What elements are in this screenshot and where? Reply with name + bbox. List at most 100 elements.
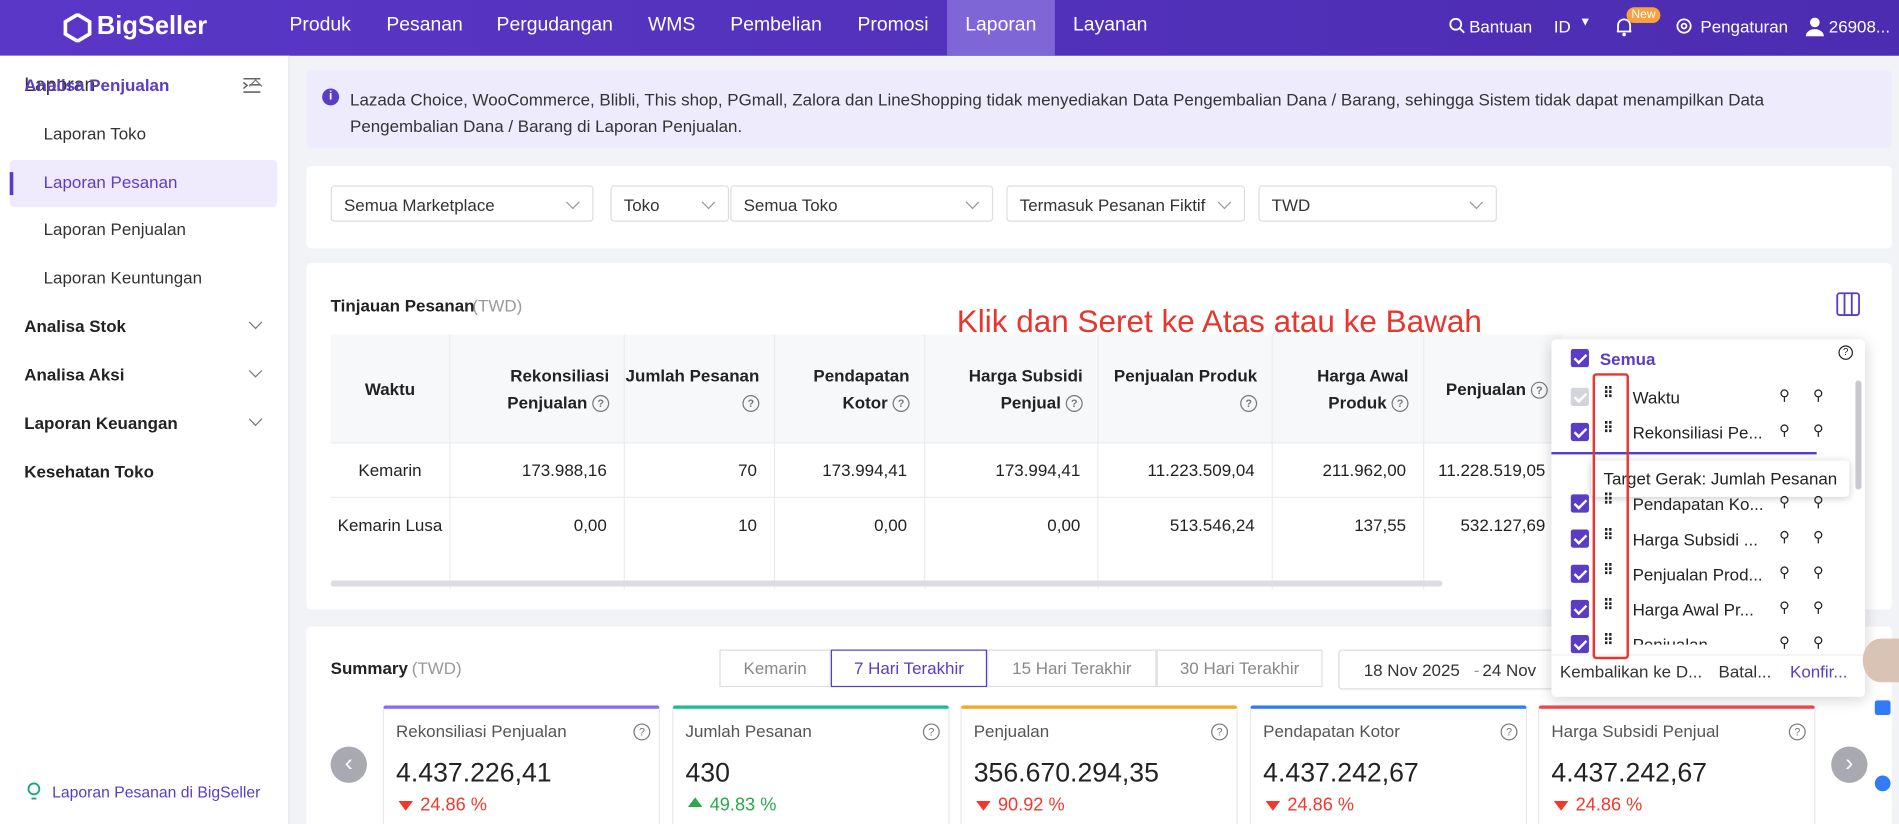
pin-icon[interactable]: ⚲ [1779,421,1790,439]
help-icon[interactable]: ? [892,394,910,412]
pin-icon[interactable]: ⚲ [1779,493,1790,511]
drag-handle[interactable]: ⁝⁝ [1603,488,1613,508]
menu-item[interactable]: Pembelian [730,14,822,36]
column-checkbox[interactable] [1570,564,1589,583]
table-cell: 0,00 [874,515,908,535]
help-icon[interactable]: ? [1065,394,1083,412]
filter-select[interactable]: Toko [610,185,730,222]
panel-scrollbar[interactable] [1855,380,1862,490]
unpin-icon[interactable]: ⚲ [1813,421,1824,439]
menu-item[interactable]: Pergudangan [496,14,613,36]
drag-handle[interactable]: ⁝⁝ [1603,593,1613,614]
column-checkbox[interactable] [1570,529,1589,548]
column-checkbox[interactable] [1570,387,1589,406]
drag-handle[interactable]: ⁝⁝ [1603,381,1613,402]
menu-group[interactable]: Analisa Stok [24,316,126,336]
help-icon[interactable]: ? [1391,394,1409,412]
menu-item[interactable]: Layanan [1073,14,1148,36]
menu-item[interactable]: Laporan [965,14,1037,36]
column-checkbox[interactable] [1570,422,1589,442]
panel-button[interactable]: Kembalikan ke D... [1559,661,1703,682]
unpin-icon[interactable]: ⚲ [1813,528,1824,546]
panel-button[interactable]: Konfir... [1790,661,1848,682]
prev-button[interactable]: ‹ [330,746,367,783]
menu-item[interactable]: WMS [647,14,696,36]
language-select[interactable]: ID [1553,16,1571,37]
menu-group[interactable]: Analisa Aksi [24,364,125,384]
drag-handle[interactable]: ⁝⁝ [1603,416,1613,437]
support-avatar[interactable] [1862,638,1899,683]
date-tab[interactable]: 30 Hari Terakhir [1156,649,1323,688]
menu-item[interactable]: Laporan Penjualan [43,219,186,240]
settings-icon [1676,18,1692,34]
pin-icon[interactable]: ⚲ [1779,563,1790,581]
table-header-bg [330,334,1563,443]
help-icon[interactable]: ? [742,394,760,412]
user-menu[interactable]: 26908... [1828,16,1891,37]
next-button[interactable]: › [1831,746,1868,783]
help-icon[interactable]: ? [592,394,610,412]
date-tab[interactable]: 7 Hari Terakhir [830,649,988,688]
pin-icon[interactable]: ⚲ [1779,598,1790,616]
metric-label: Harga Subsidi Penjual [1551,721,1720,741]
filter-select[interactable]: TWD [1258,185,1497,222]
help-icon[interactable]: ? [633,723,651,741]
date-tab[interactable]: 15 Hari Terakhir [987,649,1157,688]
help-icon[interactable]: ? [1500,723,1518,741]
pin-icon[interactable]: ⚲ [1779,633,1790,651]
table-cell: 173.988,16 [521,460,607,480]
unpin-icon[interactable]: ⚲ [1813,563,1824,581]
unpin-icon[interactable]: ⚲ [1813,633,1824,651]
drag-tooltip: Target Gerak: Jumlah Pesanan [1591,460,1850,497]
panel-button[interactable]: Batal... [1718,661,1772,682]
feedback-icon[interactable] [1874,775,1891,792]
help-icon[interactable]: ? [1530,381,1548,399]
help-icon[interactable]: ? [922,723,940,741]
drag-handle[interactable]: ⁝⁝ [1603,628,1613,649]
filter-select[interactable]: Semua Marketplace [330,185,594,222]
help-link[interactable]: Bantuan [1469,16,1533,37]
help-icon[interactable]: ? [1211,723,1229,741]
drag-handle[interactable]: ⁝⁝ [1603,558,1613,579]
unpin-icon[interactable]: ⚲ [1813,598,1824,616]
menu-item[interactable]: Pesanan [386,14,463,36]
column-checkbox[interactable] [1570,599,1589,619]
select-all-checkbox[interactable] [1570,348,1589,368]
date-from: 18 Nov 2025 [1363,660,1460,680]
help-doc-link[interactable]: Laporan Pesanan di BigSeller [52,782,261,801]
menu-item[interactable]: Produk [289,14,351,36]
filter-select[interactable]: Semua Toko [730,185,994,222]
collapse-icon[interactable] [242,77,261,94]
scrollbar[interactable] [330,580,1443,587]
summary-title: Summary [330,658,408,678]
column-checkbox[interactable] [1570,494,1589,513]
column-panel: Semua ? Target Gerak: Jumlah Pesanan ⁝⁝ W… [1551,339,1866,697]
menu-item[interactable]: Laporan Pesanan [43,171,178,192]
drag-handle[interactable]: ⁝⁝ [1603,523,1613,543]
menu-group[interactable]: Analisa Penjualan [24,75,170,95]
column-header: Waktu [331,334,450,442]
menu-item[interactable]: Promosi [857,14,929,36]
overview-table: Waktu Rekonsiliasi Penjualan? Jumlah Pesan… [330,334,1563,589]
help-icon[interactable]: ? [1240,394,1258,412]
bell-icon[interactable] [1614,16,1633,38]
menu-item[interactable]: Laporan Toko [43,123,147,143]
menu-item[interactable]: Laporan Keuntungan [43,267,203,288]
menu-group[interactable]: Laporan Keuangan [24,412,178,433]
filter-select[interactable]: Termasuk Pesanan Fiktif [1006,185,1246,222]
chat-icon[interactable] [1874,700,1891,715]
help-icon[interactable]: ? [1788,723,1806,741]
unpin-icon[interactable]: ⚲ [1813,386,1824,404]
panel-help-icon[interactable]: ? [1838,345,1853,360]
column-checkbox[interactable] [1570,634,1589,654]
date-to: 24 Nov [1482,660,1537,680]
pin-icon[interactable]: ⚲ [1779,528,1790,546]
date-tab[interactable]: Kemarin [719,649,831,688]
metric-label: Penjualan [973,721,1050,741]
column-settings-icon[interactable] [1836,292,1860,316]
unpin-icon[interactable]: ⚲ [1813,493,1824,511]
pin-icon[interactable]: ⚲ [1779,386,1790,404]
menu-group[interactable]: Kesehatan Toko [24,461,154,481]
annotation: Klik dan Seret ke Atas atau ke Bawah [956,302,1482,340]
settings-link[interactable]: Pengaturan [1700,16,1789,37]
